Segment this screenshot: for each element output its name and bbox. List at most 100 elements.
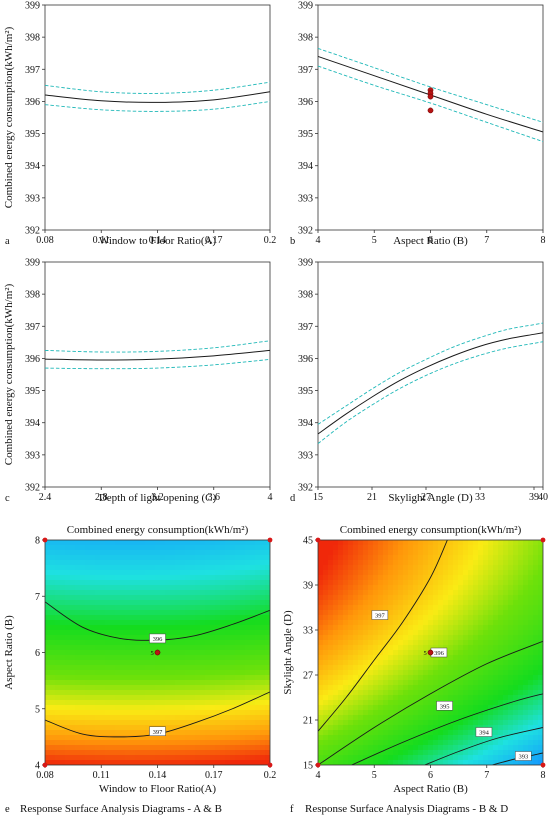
heat-cell — [165, 580, 171, 586]
heat-cell — [493, 540, 499, 546]
heat-cell — [160, 745, 166, 751]
heat-cell — [210, 575, 216, 581]
heat-cell — [245, 660, 251, 666]
heat-cell — [538, 675, 543, 681]
heat-cell — [175, 670, 181, 676]
y-tick-label: 392 — [25, 483, 40, 494]
heat-cell — [205, 715, 211, 721]
heat-cell — [195, 660, 201, 666]
x-tick-label: 0.17 — [205, 770, 223, 781]
heat-cell — [353, 750, 359, 756]
heat-cell — [215, 570, 221, 576]
heat-cell — [433, 620, 439, 626]
contour-label: 393 — [518, 754, 528, 761]
x-tick-label: 27 — [421, 492, 431, 503]
heat-cell — [115, 585, 121, 591]
heat-cell — [195, 540, 201, 546]
heat-cell — [413, 625, 419, 631]
heat-cell — [488, 600, 494, 606]
heat-cell — [60, 610, 66, 616]
heat-cell — [368, 700, 374, 706]
heat-cell — [318, 685, 324, 691]
heat-cell — [180, 690, 186, 696]
heat-cell — [265, 735, 270, 741]
heat-cell — [105, 635, 111, 641]
heat-cell — [230, 695, 236, 701]
heat-cell — [488, 580, 494, 586]
heat-cell — [343, 540, 349, 546]
heat-cell — [488, 635, 494, 641]
heat-cell — [215, 710, 221, 716]
heat-cell — [533, 555, 539, 561]
heat-cell — [413, 735, 419, 741]
heat-cell — [343, 690, 349, 696]
heat-cell — [100, 585, 106, 591]
heat-cell — [210, 735, 216, 741]
heat-cell — [65, 600, 71, 606]
heat-cell — [195, 575, 201, 581]
heat-cell — [453, 575, 459, 581]
heat-cell — [165, 625, 171, 631]
heat-cell — [110, 745, 116, 751]
heat-cell — [215, 725, 221, 731]
heat-cell — [338, 690, 344, 696]
heat-cell — [438, 630, 444, 636]
heat-cell — [448, 660, 454, 666]
heat-cell — [170, 665, 176, 671]
heat-cell — [323, 665, 329, 671]
heat-cell — [215, 740, 221, 746]
heat-cell — [363, 650, 369, 656]
heat-cell — [333, 650, 339, 656]
heat-cell — [90, 570, 96, 576]
heat-cell — [240, 560, 246, 566]
heat-cell — [170, 750, 176, 756]
heat-cell — [383, 550, 389, 556]
heat-cell — [105, 540, 111, 546]
heat-cell — [403, 650, 409, 656]
heat-cell — [348, 750, 354, 756]
heat-cell — [200, 755, 206, 761]
heat-cell — [115, 595, 121, 601]
heat-cell — [160, 665, 166, 671]
heat-cell — [200, 540, 206, 546]
heat-cell — [140, 665, 146, 671]
x-axis-label: Aspect Ratio (B) — [393, 235, 468, 247]
heat-cell — [115, 620, 121, 626]
heat-cell — [155, 630, 161, 636]
heat-cell — [468, 730, 474, 736]
heat-cell — [333, 710, 339, 716]
heat-cell — [503, 715, 509, 721]
heat-cell — [448, 740, 454, 746]
heat-cell — [250, 570, 256, 576]
heat-cell — [403, 570, 409, 576]
heat-cell — [358, 650, 364, 656]
heat-cell — [413, 570, 419, 576]
heat-cell — [130, 660, 136, 666]
heat-cell — [135, 675, 141, 681]
heat-cell — [100, 710, 106, 716]
heat-cell — [388, 670, 394, 676]
heat-cell — [503, 615, 509, 621]
heat-cell — [220, 730, 226, 736]
heat-cell — [180, 600, 186, 606]
heat-cell — [363, 680, 369, 686]
y-tick-label: 15 — [303, 761, 313, 772]
heat-cell — [533, 650, 539, 656]
heat-cell — [348, 670, 354, 676]
heat-cell — [265, 725, 270, 731]
heat-cell — [250, 590, 256, 596]
heat-cell — [368, 660, 374, 666]
heat-cell — [348, 575, 354, 581]
heat-cell — [95, 575, 101, 581]
heat-cell — [448, 550, 454, 556]
heat-cell — [473, 660, 479, 666]
heat-cell — [478, 650, 484, 656]
heat-cell — [60, 615, 66, 621]
heat-cell — [90, 565, 96, 571]
heat-cell — [235, 695, 241, 701]
heat-cell — [210, 610, 216, 616]
heat-cell — [413, 640, 419, 646]
heat-cell — [538, 575, 543, 581]
y-tick-label: 39 — [303, 581, 313, 592]
heat-cell — [318, 705, 324, 711]
